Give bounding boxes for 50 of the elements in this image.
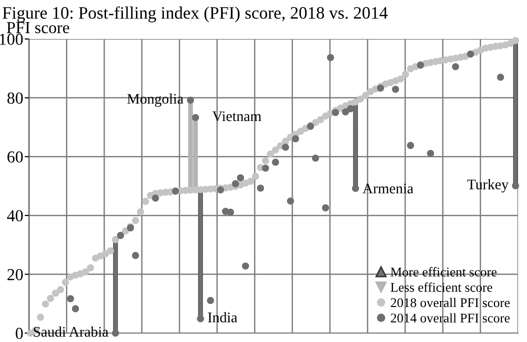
point	[352, 184, 360, 192]
point	[262, 164, 270, 172]
point	[406, 142, 414, 149]
annotation: Mongolia	[127, 94, 184, 107]
point	[132, 252, 140, 259]
point	[192, 114, 200, 122]
point	[232, 180, 240, 188]
y-tick-label: 80	[7, 92, 23, 104]
point	[242, 262, 250, 270]
point	[452, 63, 460, 70]
point	[152, 194, 160, 202]
annotation: Turkey	[467, 179, 509, 192]
y-tick-label: 0	[16, 328, 23, 340]
point	[312, 154, 320, 162]
y-tick-label: 60	[7, 151, 23, 163]
point	[206, 296, 214, 304]
point	[497, 74, 504, 81]
y-tick-label: 100	[0, 34, 23, 45]
y-axis-title: PFI score	[6, 22, 70, 34]
point	[512, 182, 520, 190]
point	[256, 184, 264, 192]
legend-label: 2014 overall PFI score	[390, 313, 510, 323]
point	[346, 105, 354, 112]
point	[342, 108, 350, 116]
annotation: Vietnam	[212, 111, 262, 122]
annotation: India	[208, 312, 238, 322]
legend-label: 2018 overall PFI score	[390, 298, 510, 308]
point	[322, 204, 330, 212]
point	[272, 158, 280, 166]
point	[392, 86, 400, 93]
point	[186, 96, 194, 104]
legend-label: Less efficient score	[390, 282, 492, 292]
point	[426, 150, 434, 157]
chart-title: Figure 10: Post-filling index (PFI) score, 2018 vs. 2014	[2, 6, 388, 22]
point	[196, 315, 204, 322]
annotation: Armenia	[362, 184, 414, 194]
annotation: Saudi Arabia	[34, 326, 108, 337]
y-tick-label: 20	[7, 268, 23, 280]
y-tick-label: 40	[7, 210, 23, 222]
point	[292, 135, 300, 142]
point	[332, 108, 340, 116]
point	[236, 174, 244, 182]
point	[72, 305, 80, 312]
point	[112, 330, 120, 337]
point	[226, 208, 234, 216]
point	[66, 295, 74, 302]
point	[282, 144, 290, 151]
point	[286, 198, 294, 205]
legend-label: More efficient score	[390, 267, 497, 276]
point	[326, 54, 334, 62]
